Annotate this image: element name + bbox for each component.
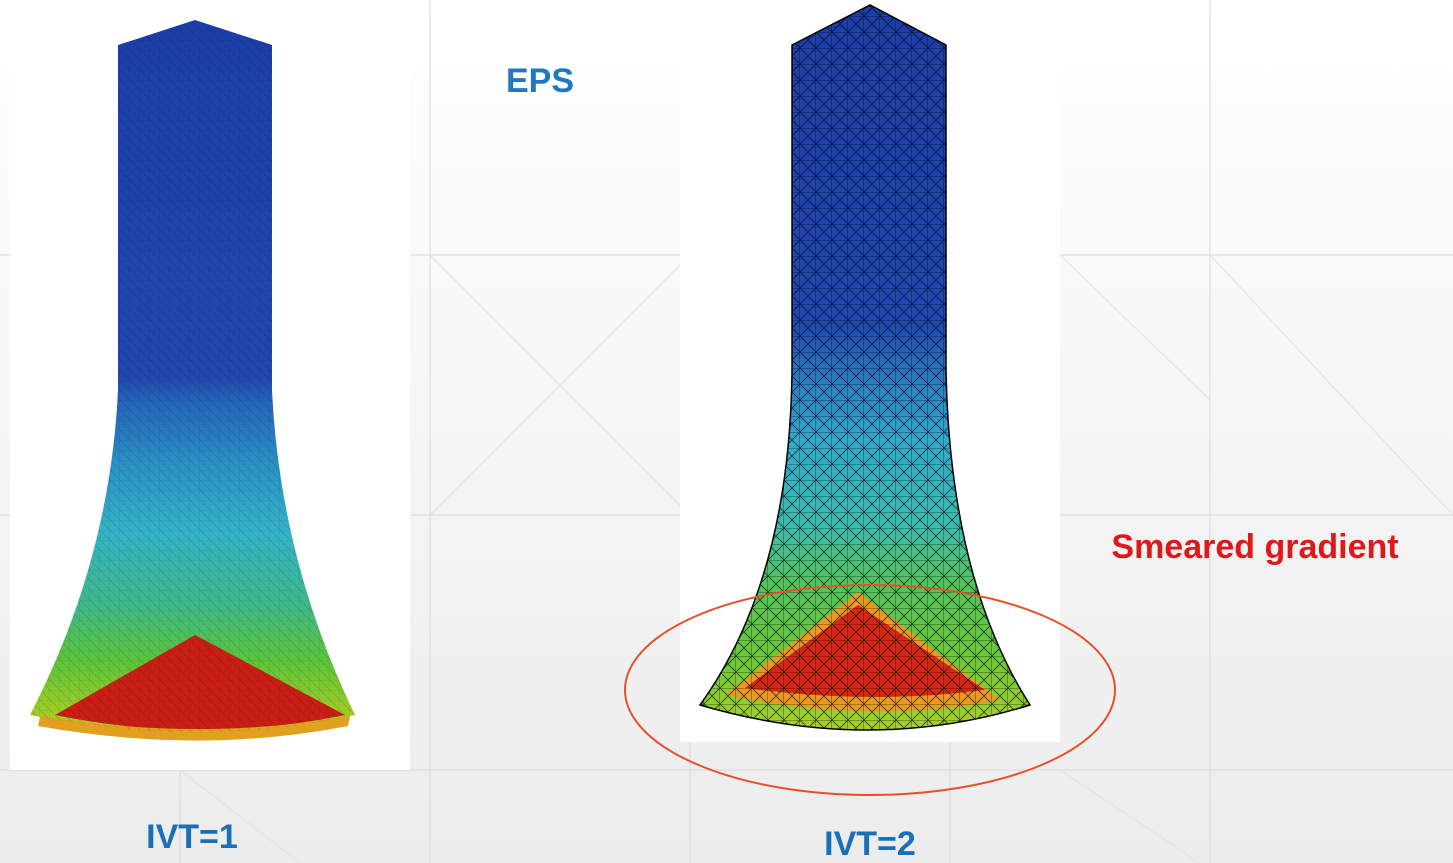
right-mesh-lines: [700, 5, 1030, 730]
annotation: Smeared gradient: [1111, 528, 1398, 566]
left-caption: IVT=1: [146, 818, 238, 856]
right-caption: IVT=2: [824, 825, 916, 863]
legend-label: EPS: [506, 62, 574, 100]
left-edge-band: [38, 716, 350, 741]
highlight-ellipse: [624, 584, 1116, 796]
left-mesh-lines: [30, 20, 355, 733]
